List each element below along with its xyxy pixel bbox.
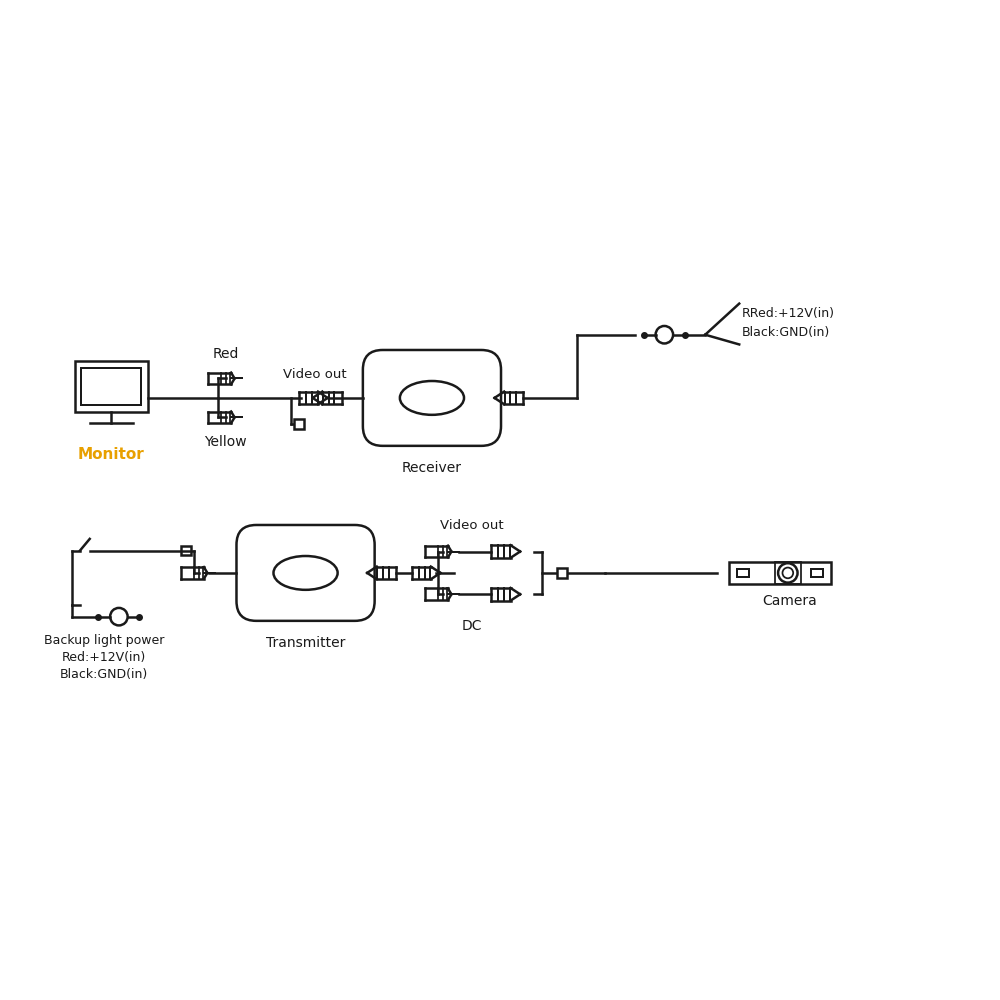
Text: Red: Red [213, 347, 239, 361]
Text: Video out: Video out [440, 519, 504, 532]
Bar [557, 568, 567, 578]
Text: Receiver: Receiver [402, 461, 462, 475]
Bar [81, 368, 141, 405]
Text: Backup light power
Red:+12V(in)
Black:GND(in): Backup light power Red:+12V(in) Black:GN… [44, 634, 164, 681]
Bar [75, 361, 148, 412]
Text: Transmitter: Transmitter [266, 636, 345, 650]
Text: RRed:+12V(in)
Black:GND(in): RRed:+12V(in) Black:GND(in) [742, 307, 835, 339]
Text: Camera: Camera [762, 594, 817, 608]
Text: Monitor: Monitor [78, 447, 144, 462]
Text: DC: DC [462, 619, 482, 633]
Bar [294, 419, 304, 429]
Bar [775, 562, 801, 584]
Bar [737, 569, 749, 577]
Text: Video out: Video out [283, 368, 347, 381]
Bar [181, 546, 191, 555]
Bar [811, 569, 823, 577]
Text: Yellow: Yellow [205, 435, 247, 449]
Bar [729, 562, 831, 584]
